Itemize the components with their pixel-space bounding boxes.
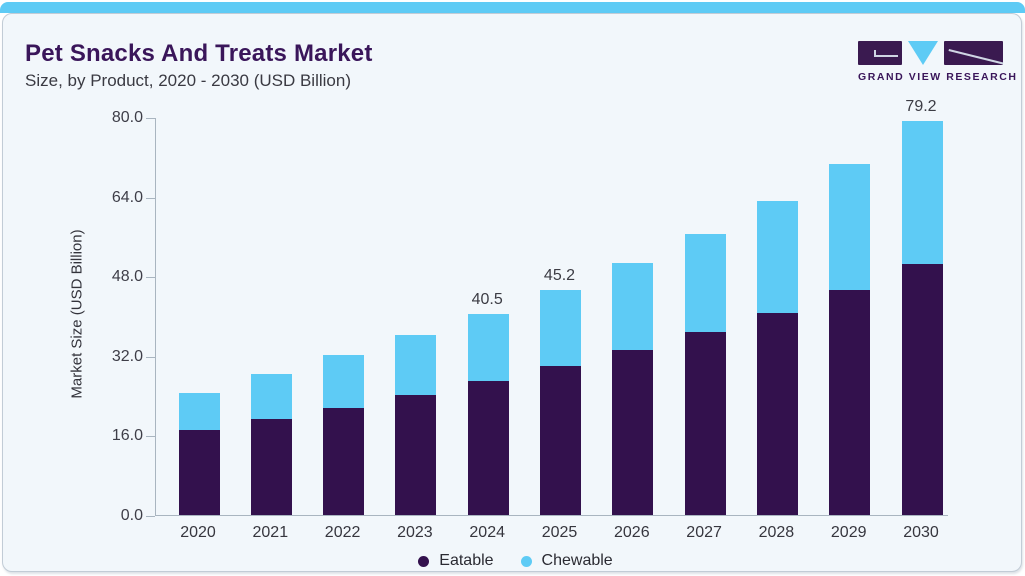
legend-item-eatable: Eatable (418, 552, 494, 570)
y-tick-mark (146, 197, 155, 199)
logo-r-mark-icon (944, 41, 1004, 65)
bar-2029-chewable-segment (829, 163, 871, 291)
grand-view-research-logo: GRAND VIEW RESEARCH (858, 41, 1018, 83)
bar-2026-chewable-segment (612, 263, 654, 351)
bar-2025-chewable-segment (540, 290, 581, 367)
bar-2028-chewable-segment (756, 201, 798, 313)
y-tick-label-48.0: 48.0 (111, 268, 143, 286)
x-tick-label-2020: 2020 (180, 524, 216, 541)
y-tick-mark (146, 118, 155, 119)
bar-2021-eatable-segment (250, 418, 292, 515)
page-subtitle: Size, by Product, 2020 - 2030 (USD Billi… (25, 71, 351, 90)
y-tick-label-0.0: 0.0 (120, 507, 143, 524)
bar-2030-eatable-segment (901, 264, 943, 515)
logo-v-triangle-icon (908, 41, 938, 65)
x-tick-label-2025: 2025 (541, 524, 578, 541)
legend-label-eatable: Eatable (439, 552, 494, 569)
x-tick-label-2024: 2024 (469, 524, 505, 541)
x-tick-label-2022: 2022 (324, 524, 361, 541)
y-axis-title: Market Size (USD Billion) (68, 229, 86, 399)
x-tick-label-2029: 2029 (830, 524, 867, 541)
logo-wordmark: GRAND VIEW RESEARCH (858, 71, 1018, 83)
bar-2024-chewable-segment (467, 313, 509, 382)
x-tick-label-2030: 2030 (903, 524, 939, 541)
bar-2022-chewable-segment (323, 355, 365, 408)
legend-item-chewable: Chewable (520, 552, 613, 570)
bar-2026-eatable-segment (612, 350, 654, 515)
y-tick-mark (146, 277, 155, 279)
value-label-2025: 45.2 (543, 267, 576, 285)
logo-g-mark-icon (858, 41, 902, 65)
logo-marks (858, 41, 1004, 65)
bar-2021-chewable-segment (250, 374, 292, 419)
bar-2022-eatable-segment (323, 407, 365, 515)
legend-dot-eatable-icon (418, 555, 430, 567)
bar-2028-eatable-segment (756, 312, 798, 515)
x-tick-label-2021: 2021 (252, 524, 289, 541)
y-tick-mark (146, 516, 155, 517)
bar-2030-chewable-segment (901, 121, 943, 265)
y-tick-label-64.0: 64.0 (111, 188, 143, 206)
x-tick-label-2028: 2028 (758, 524, 795, 541)
top-accent-bar (0, 2, 1025, 13)
bar-2024-eatable-segment (467, 381, 509, 515)
page-title: Pet Snacks And Treats Market (25, 40, 373, 67)
legend-dot-chewable-icon (520, 555, 532, 567)
bar-2027-chewable-segment (684, 233, 726, 333)
x-tick-label-2026: 2026 (614, 524, 650, 541)
value-label-2030: 79.2 (905, 97, 937, 115)
legend-label-chewable: Chewable (541, 552, 613, 569)
bar-2020-eatable-segment (178, 430, 220, 515)
y-tick-mark (146, 436, 155, 438)
bar-2023-chewable-segment (395, 334, 437, 395)
chart-card: Pet Snacks And Treats Market Size, by Pr… (2, 13, 1022, 572)
y-tick-label-16.0: 16.0 (111, 427, 143, 445)
bar-2020-chewable-segment (178, 393, 220, 431)
x-tick-label-2027: 2027 (686, 524, 722, 541)
chart-legend: Eatable Chewable (3, 552, 1025, 570)
y-tick-label-32.0: 32.0 (111, 347, 143, 365)
y-tick-mark (146, 356, 155, 358)
x-tick-label-2023: 2023 (397, 524, 433, 541)
plot-area (155, 118, 948, 516)
bar-2025-eatable-segment (540, 366, 581, 515)
bar-2023-eatable-segment (395, 394, 437, 515)
bar-2029-eatable-segment (829, 290, 871, 515)
value-label-2024: 40.5 (471, 290, 503, 308)
y-tick-label-80.0: 80.0 (111, 109, 143, 126)
bar-2027-eatable-segment (684, 332, 726, 515)
